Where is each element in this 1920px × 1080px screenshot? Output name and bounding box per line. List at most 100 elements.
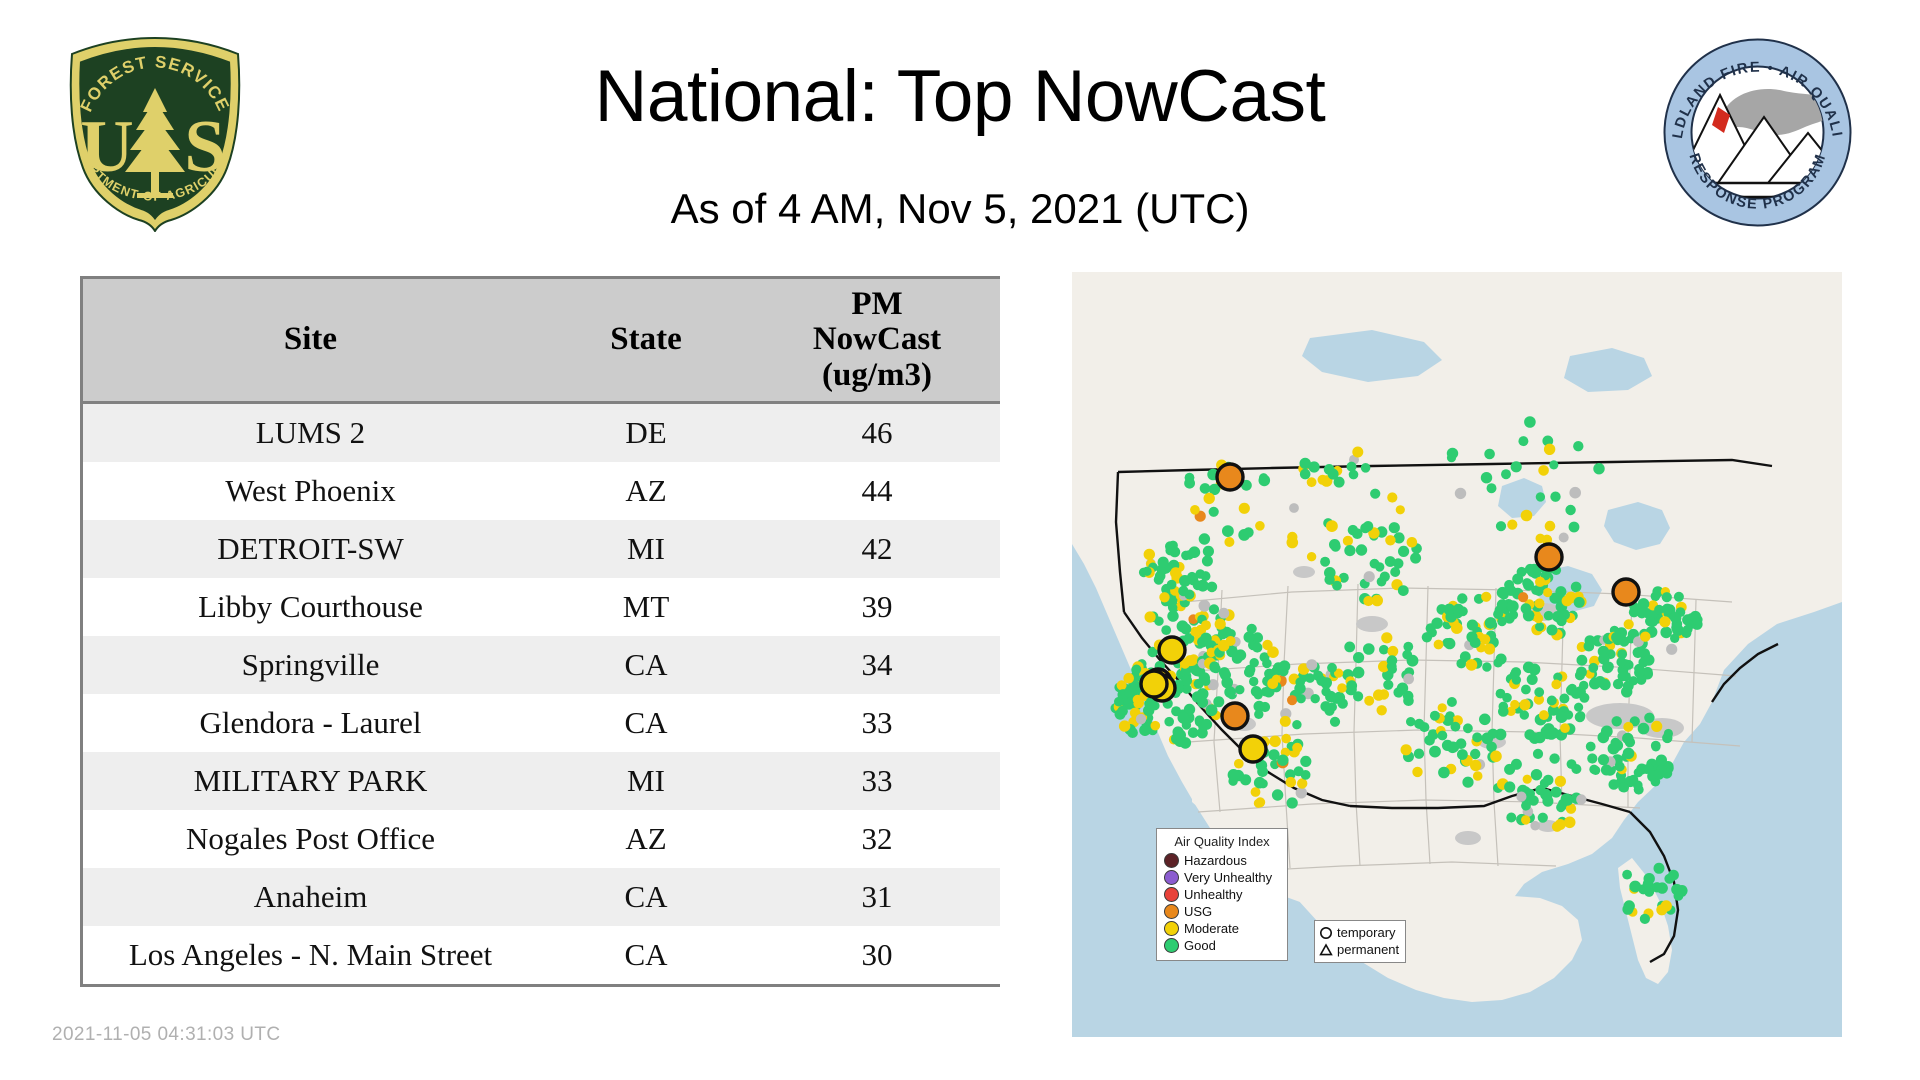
map-monitor-dot[interactable] bbox=[1470, 759, 1482, 772]
map-monitor-dot[interactable] bbox=[1495, 521, 1507, 532]
map-monitor-dot[interactable] bbox=[1400, 744, 1412, 756]
map-monitor-dot[interactable] bbox=[1671, 622, 1682, 633]
map-monitor-dot[interactable] bbox=[1292, 720, 1302, 730]
map-monitor-dot[interactable] bbox=[1443, 603, 1456, 616]
map-monitor-dot[interactable] bbox=[1480, 472, 1493, 484]
map-monitor-dot[interactable] bbox=[1504, 579, 1515, 590]
map-monitor-dot[interactable] bbox=[1651, 742, 1661, 752]
map-monitor-dot[interactable] bbox=[1482, 662, 1492, 672]
map-monitor-dot[interactable] bbox=[1393, 558, 1404, 569]
map-monitor-dot[interactable] bbox=[1142, 566, 1152, 576]
map-monitor-dot[interactable] bbox=[1388, 522, 1400, 534]
map-monitor-dot[interactable] bbox=[1201, 718, 1213, 730]
map-monitor-dot[interactable] bbox=[1197, 696, 1209, 708]
map-monitor-dot[interactable] bbox=[1360, 523, 1371, 534]
map-monitor-dot[interactable] bbox=[1159, 592, 1170, 603]
map-monitor-dot[interactable] bbox=[1278, 666, 1289, 677]
map-monitor-dot[interactable] bbox=[1190, 505, 1200, 515]
map-monitor-dot[interactable] bbox=[1262, 639, 1273, 651]
map-monitor-dot[interactable] bbox=[1305, 673, 1315, 683]
map-monitor-dot[interactable] bbox=[1570, 581, 1582, 593]
map-monitor-dot[interactable] bbox=[1286, 797, 1298, 809]
map-monitor-dot[interactable] bbox=[1594, 676, 1606, 688]
map-monitor-dot[interactable] bbox=[1267, 678, 1279, 689]
map-monitor-dot[interactable] bbox=[1306, 552, 1317, 562]
map-monitor-dot[interactable] bbox=[1352, 666, 1365, 679]
map-monitor-dot[interactable] bbox=[1576, 654, 1588, 666]
map-monitor-dot[interactable] bbox=[1224, 537, 1235, 547]
map-monitor-dot[interactable] bbox=[1556, 615, 1567, 627]
map-monitor-dot[interactable] bbox=[1249, 658, 1259, 668]
map-monitor-dot[interactable] bbox=[1337, 698, 1348, 709]
map-highlighted-site-marker[interactable] bbox=[1238, 734, 1268, 764]
map-monitor-dot[interactable] bbox=[1154, 616, 1164, 626]
map-monitor-dot[interactable] bbox=[1332, 580, 1342, 591]
map-monitor-dot[interactable] bbox=[1583, 640, 1595, 652]
map-monitor-dot[interactable] bbox=[1376, 705, 1387, 716]
map-monitor-dot[interactable] bbox=[1333, 476, 1345, 488]
map-monitor-dot[interactable] bbox=[1395, 505, 1405, 515]
map-monitor-dot[interactable] bbox=[1472, 732, 1483, 743]
map-monitor-dot[interactable] bbox=[1253, 700, 1265, 713]
map-monitor-dot[interactable] bbox=[1297, 778, 1308, 789]
map-monitor-dot[interactable] bbox=[1234, 758, 1244, 769]
map-monitor-dot[interactable] bbox=[1410, 552, 1422, 564]
map-monitor-dot[interactable] bbox=[1287, 695, 1298, 706]
map-monitor-dot[interactable] bbox=[1524, 563, 1536, 575]
map-monitor-dot[interactable] bbox=[1518, 436, 1529, 447]
map-monitor-dot[interactable] bbox=[1424, 735, 1435, 746]
map-monitor-dot[interactable] bbox=[1363, 595, 1374, 607]
map-monitor-dot[interactable] bbox=[1520, 509, 1533, 522]
map-monitor-dot[interactable] bbox=[1205, 704, 1218, 717]
map-monitor-dot[interactable] bbox=[1537, 812, 1548, 823]
map-monitor-dot[interactable] bbox=[1538, 710, 1549, 721]
map-monitor-dot[interactable] bbox=[1363, 643, 1375, 655]
map-monitor-dot[interactable] bbox=[1181, 675, 1193, 686]
map-monitor-dot[interactable] bbox=[1222, 525, 1234, 537]
map-monitor-dot[interactable] bbox=[1250, 787, 1261, 797]
map-monitor-dot[interactable] bbox=[1369, 558, 1380, 569]
map-monitor-dot[interactable] bbox=[1165, 545, 1176, 556]
map-monitor-dot[interactable] bbox=[1353, 691, 1364, 702]
map-monitor-dot[interactable] bbox=[1466, 631, 1478, 643]
map-monitor-dot[interactable] bbox=[1568, 521, 1580, 533]
map-monitor-dot[interactable] bbox=[1281, 733, 1291, 744]
map-monitor-dot[interactable] bbox=[1187, 656, 1198, 666]
map-monitor-dot[interactable] bbox=[1342, 535, 1353, 546]
map-monitor-dot[interactable] bbox=[1360, 463, 1371, 473]
map-monitor-dot[interactable] bbox=[1462, 776, 1474, 788]
map-monitor-dot[interactable] bbox=[1446, 697, 1457, 707]
map-monitor-dot[interactable] bbox=[1591, 765, 1601, 775]
map-monitor-dot[interactable] bbox=[1454, 487, 1467, 500]
map-monitor-dot[interactable] bbox=[1289, 503, 1299, 513]
map-monitor-dot[interactable] bbox=[1622, 747, 1635, 760]
map-monitor-dot[interactable] bbox=[1493, 609, 1504, 620]
map-monitor-dot[interactable] bbox=[1190, 626, 1200, 637]
map-monitor-dot[interactable] bbox=[1187, 727, 1199, 738]
map-monitor-dot[interactable] bbox=[1414, 718, 1425, 729]
map-monitor-dot[interactable] bbox=[1338, 572, 1349, 583]
map-monitor-dot[interactable] bbox=[1217, 629, 1228, 640]
map-monitor-dot[interactable] bbox=[1114, 696, 1124, 707]
map-monitor-dot[interactable] bbox=[1116, 680, 1127, 691]
map-monitor-dot[interactable] bbox=[1651, 720, 1663, 732]
map-monitor-dot[interactable] bbox=[1147, 646, 1158, 658]
map-monitor-dot[interactable] bbox=[1579, 692, 1590, 703]
map-monitor-dot[interactable] bbox=[1655, 754, 1667, 766]
map-monitor-dot[interactable] bbox=[1184, 472, 1195, 483]
map-monitor-dot[interactable] bbox=[1178, 585, 1189, 597]
map-monitor-dot[interactable] bbox=[1560, 723, 1570, 733]
map-monitor-dot[interactable] bbox=[1660, 626, 1672, 639]
map-monitor-dot[interactable] bbox=[1397, 585, 1409, 596]
map-monitor-dot[interactable] bbox=[1201, 620, 1211, 631]
map-monitor-dot[interactable] bbox=[1565, 504, 1576, 516]
map-monitor-dot[interactable] bbox=[1306, 477, 1317, 488]
map-monitor-dot[interactable] bbox=[1271, 789, 1284, 801]
map-monitor-dot[interactable] bbox=[1135, 713, 1147, 725]
map-monitor-dot[interactable] bbox=[1201, 555, 1213, 567]
map-monitor-dot[interactable] bbox=[1327, 468, 1339, 480]
map-monitor-dot[interactable] bbox=[1635, 605, 1646, 616]
map-monitor-dot[interactable] bbox=[1466, 619, 1478, 631]
map-monitor-dot[interactable] bbox=[1300, 770, 1311, 780]
map-monitor-dot[interactable] bbox=[1346, 461, 1357, 472]
